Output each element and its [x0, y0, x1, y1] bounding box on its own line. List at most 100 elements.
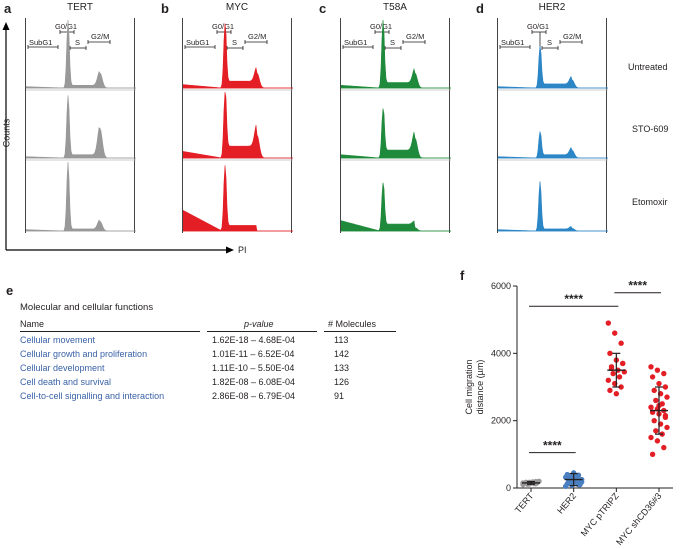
- data-point: [607, 387, 613, 394]
- category-tick-label: HER2: [555, 491, 578, 516]
- svg-text:****: ****: [628, 279, 647, 293]
- panel-title-her2: HER2: [538, 2, 566, 13]
- gate-g0g1: G0/G1: [55, 22, 77, 34]
- data-point: [605, 377, 612, 383]
- histogram-peak-untreated: [341, 19, 451, 89]
- data-point: [662, 412, 669, 419]
- panel-letter-a: a: [4, 1, 12, 16]
- significance-marker: ****: [614, 279, 661, 294]
- data-point: [578, 479, 585, 485]
- table-title: Molecular and cellular functions: [20, 302, 154, 313]
- category-tick-label: MYC pTRIPZ: [579, 490, 621, 538]
- svg-text:G0/G1: G0/G1: [527, 22, 549, 31]
- svg-text:S: S: [232, 38, 237, 47]
- data-point: [654, 438, 661, 444]
- header-rule-1: [20, 331, 200, 332]
- data-point: [661, 444, 667, 451]
- gate-subg1: SubG1: [499, 38, 531, 49]
- significance-marker: ****: [529, 439, 576, 454]
- svg-text:****: ****: [564, 292, 583, 306]
- data-point: [612, 330, 618, 336]
- svg-text:G2/M: G2/M: [91, 32, 109, 41]
- data-point: [656, 380, 662, 387]
- category-tick-label: MYC shCD36#3: [614, 491, 663, 547]
- data-point: [648, 404, 654, 410]
- panel-title-tert: TERT: [67, 2, 93, 13]
- header-name: Name: [20, 319, 45, 329]
- gate-g2m: G2/M: [402, 32, 426, 44]
- svg-text:S: S: [547, 38, 552, 47]
- series-tert: [520, 478, 542, 488]
- migration-scatter-chart: 0 2000 4000 6000 Cell migrationdistance (µm)…: [464, 279, 673, 547]
- panel-title-myc: MYC: [225, 2, 249, 13]
- header-molecules: # Molecules: [328, 319, 377, 329]
- gate-s: S: [384, 38, 402, 50]
- histogram-peak-etomoxir: [341, 182, 451, 232]
- condition-label-sto609: STO-609: [632, 124, 669, 134]
- svg-text:SubG1: SubG1: [29, 38, 52, 47]
- panel-letter-b: b: [161, 1, 169, 16]
- panel-title-t58a: T58A: [383, 2, 407, 13]
- data-point: [654, 367, 661, 373]
- panel-letter-d: d: [476, 1, 484, 16]
- panel-letter-c: c: [319, 1, 327, 16]
- histogram-svg: SubG1 G0/G1 S G2/M: [498, 22, 608, 232]
- gate-g2m: G2/M: [244, 32, 268, 44]
- gate-g0g1: G0/G1: [370, 22, 392, 34]
- data-point: [661, 370, 667, 377]
- svg-text:S: S: [75, 38, 80, 47]
- gate-subg1: SubG1: [27, 38, 59, 49]
- data-point: [610, 370, 616, 377]
- data-point: [618, 384, 624, 390]
- series-myc-shcd36-3: [648, 364, 670, 458]
- y-tick-label: 6000: [491, 281, 511, 291]
- data-point: [648, 434, 654, 441]
- svg-text:****: ****: [543, 439, 562, 453]
- data-point: [653, 397, 659, 404]
- svg-text:G2/M: G2/M: [406, 32, 424, 41]
- data-point: [618, 340, 624, 346]
- gate-g2m: G2/M: [559, 32, 583, 44]
- y-tick-label: 2000: [491, 416, 511, 426]
- chart-axes: [513, 285, 673, 489]
- data-point: [605, 320, 612, 326]
- svg-text:G0/G1: G0/G1: [370, 22, 392, 31]
- condition-label-etomoxir: Etomoxir: [632, 197, 668, 207]
- y-tick-label: 4000: [491, 348, 511, 358]
- data-point: [648, 364, 654, 370]
- panel-letter-f: f: [460, 268, 465, 283]
- y-tick-label: 0: [506, 483, 511, 493]
- histogram-her2: SubG1 G0/G1 S G2/M: [497, 18, 608, 233]
- data-point: [607, 350, 613, 357]
- gate-s: S: [226, 38, 244, 50]
- data-point: [651, 417, 657, 424]
- data-point: [570, 470, 577, 476]
- histogram-peak-etomoxir: [498, 181, 608, 232]
- data-point: [613, 391, 620, 397]
- histogram-peak-sto609: [498, 131, 608, 159]
- svg-text:G0/G1: G0/G1: [212, 22, 234, 31]
- series-her2: [562, 470, 585, 490]
- gate-s: S: [541, 38, 559, 50]
- gate-g2m: G2/M: [87, 32, 111, 44]
- gate-g0g1: G0/G1: [527, 22, 549, 34]
- histogram-tert: SubG1 G0/G1 S G2/M: [25, 18, 136, 233]
- axes-arrows: [2, 22, 234, 254]
- svg-text:SubG1: SubG1: [186, 38, 209, 47]
- counts-axis-label: Counts: [1, 118, 12, 148]
- data-point: [620, 360, 626, 367]
- histogram-peak-sto609: [341, 108, 451, 159]
- pi-axis-label: PI: [238, 245, 247, 255]
- data-point: [574, 473, 580, 480]
- data-point: [662, 384, 669, 390]
- svg-text:G2/M: G2/M: [248, 32, 266, 41]
- histogram-peak-untreated: [498, 45, 608, 89]
- data-point: [649, 451, 656, 458]
- category-tick-label: TERT: [513, 490, 536, 515]
- histogram-myc: SubG1 G0/G1 S G2/M: [182, 18, 293, 233]
- data-point: [616, 374, 623, 380]
- histogram-t58a: SubG1 G0/G1 S G2/M: [340, 18, 451, 233]
